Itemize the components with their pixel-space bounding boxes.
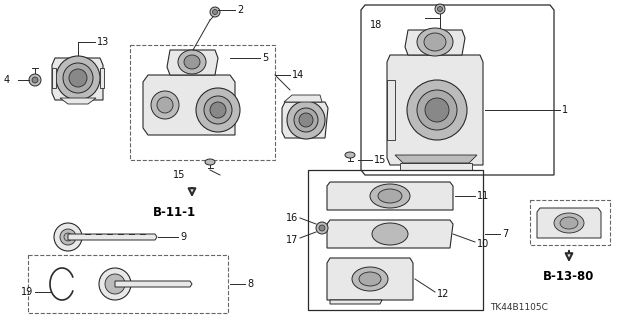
- Polygon shape: [284, 95, 322, 102]
- Ellipse shape: [29, 74, 41, 86]
- Ellipse shape: [370, 184, 410, 208]
- Polygon shape: [387, 55, 483, 165]
- Ellipse shape: [32, 77, 38, 83]
- Polygon shape: [143, 75, 235, 135]
- Ellipse shape: [56, 56, 100, 100]
- Ellipse shape: [184, 55, 200, 69]
- Polygon shape: [100, 68, 104, 88]
- Bar: [130, 45, 275, 160]
- Text: 16: 16: [285, 213, 298, 223]
- Ellipse shape: [417, 90, 457, 130]
- Bar: [28, 255, 228, 313]
- Polygon shape: [400, 163, 472, 170]
- Ellipse shape: [210, 7, 220, 17]
- Text: B-13-80: B-13-80: [543, 271, 595, 284]
- Ellipse shape: [345, 152, 355, 158]
- Ellipse shape: [69, 69, 87, 87]
- Text: 1: 1: [562, 105, 568, 115]
- Ellipse shape: [196, 88, 240, 132]
- Ellipse shape: [319, 225, 325, 231]
- Polygon shape: [68, 234, 157, 240]
- Ellipse shape: [210, 102, 226, 118]
- Polygon shape: [405, 30, 465, 55]
- Ellipse shape: [63, 63, 93, 93]
- Text: 12: 12: [437, 289, 449, 299]
- Ellipse shape: [424, 33, 446, 51]
- Ellipse shape: [407, 80, 467, 140]
- Polygon shape: [327, 220, 453, 248]
- Ellipse shape: [204, 96, 232, 124]
- Text: 15: 15: [374, 155, 387, 165]
- Ellipse shape: [287, 101, 325, 139]
- Text: B-11-1: B-11-1: [152, 206, 196, 219]
- Ellipse shape: [316, 222, 328, 234]
- Text: 8: 8: [247, 279, 253, 289]
- Ellipse shape: [554, 213, 584, 233]
- Text: 13: 13: [97, 37, 109, 47]
- Ellipse shape: [99, 268, 131, 300]
- Ellipse shape: [438, 6, 442, 11]
- Ellipse shape: [178, 50, 206, 74]
- Text: 5: 5: [262, 53, 268, 63]
- Ellipse shape: [157, 97, 173, 113]
- Ellipse shape: [299, 113, 313, 127]
- Polygon shape: [387, 80, 395, 140]
- Ellipse shape: [212, 10, 218, 14]
- Polygon shape: [167, 50, 218, 75]
- Ellipse shape: [60, 229, 76, 245]
- Ellipse shape: [372, 223, 408, 245]
- Polygon shape: [115, 281, 192, 287]
- Text: 2: 2: [237, 5, 243, 15]
- Polygon shape: [52, 68, 56, 88]
- Ellipse shape: [425, 98, 449, 122]
- Polygon shape: [60, 98, 96, 104]
- Text: 4: 4: [4, 75, 10, 85]
- Text: 7: 7: [502, 229, 508, 239]
- Polygon shape: [52, 58, 103, 100]
- Ellipse shape: [435, 4, 445, 14]
- Ellipse shape: [352, 267, 388, 291]
- Ellipse shape: [54, 223, 82, 251]
- Ellipse shape: [151, 91, 179, 119]
- Text: 14: 14: [292, 70, 304, 80]
- Text: 17: 17: [285, 235, 298, 245]
- Polygon shape: [537, 208, 601, 238]
- Text: 19: 19: [20, 287, 33, 297]
- Text: 9: 9: [180, 232, 186, 242]
- Ellipse shape: [294, 108, 318, 132]
- Polygon shape: [327, 182, 453, 210]
- Text: 18: 18: [370, 20, 382, 30]
- Ellipse shape: [359, 272, 381, 286]
- Ellipse shape: [105, 274, 125, 294]
- Text: 11: 11: [477, 191, 489, 201]
- Bar: [308, 170, 483, 310]
- Ellipse shape: [560, 217, 578, 229]
- Polygon shape: [282, 102, 328, 138]
- Polygon shape: [395, 155, 477, 163]
- Ellipse shape: [378, 189, 402, 203]
- Bar: [530, 200, 610, 245]
- Polygon shape: [327, 258, 413, 300]
- Ellipse shape: [205, 159, 215, 165]
- Polygon shape: [330, 300, 382, 304]
- Text: 15: 15: [173, 170, 185, 180]
- Ellipse shape: [417, 28, 453, 56]
- Text: TK44B1105C: TK44B1105C: [490, 303, 548, 313]
- Text: 10: 10: [477, 239, 489, 249]
